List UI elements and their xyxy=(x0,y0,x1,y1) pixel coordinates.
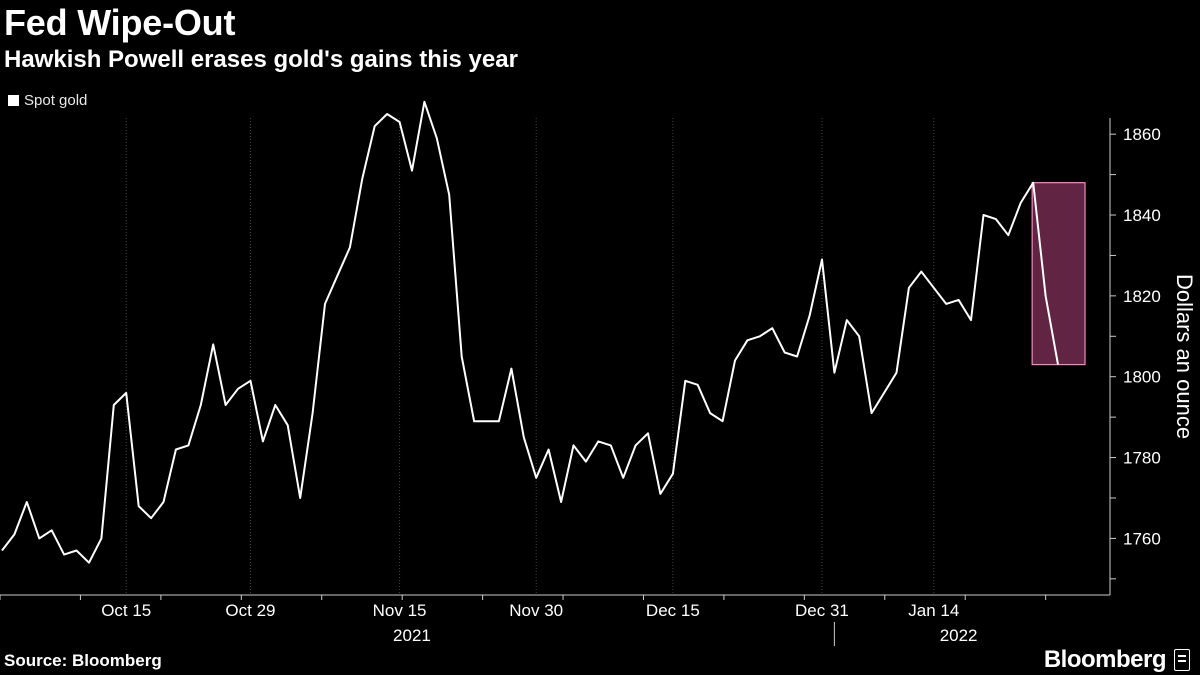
y-axis-title: Dollars an ounce xyxy=(1172,274,1197,439)
y-tick-label: 1760 xyxy=(1123,529,1161,548)
legend: Spot gold xyxy=(8,92,87,109)
brand-name: Bloomberg xyxy=(1043,646,1167,673)
x-tick-label: Dec 31 xyxy=(795,601,849,620)
x-tick-label: Oct 15 xyxy=(101,601,151,620)
chart-subtitle: Hawkish Powell erases gold's gains this … xyxy=(4,46,518,73)
legend-swatch xyxy=(8,95,19,106)
x-tick-label: Oct 29 xyxy=(225,601,275,620)
x-tick-label: Nov 15 xyxy=(373,601,427,620)
x-tick-label: Nov 30 xyxy=(509,601,563,620)
y-tick-label: 1820 xyxy=(1123,287,1161,306)
x-tick-label: Jan 14 xyxy=(908,601,959,620)
y-tick-label: 1840 xyxy=(1123,206,1161,225)
source-note: Source: Bloomberg xyxy=(4,651,162,670)
x-tick-label: Dec 15 xyxy=(646,601,700,620)
series-line-spot-gold xyxy=(1,100,1059,564)
bloomberg-terminal-icon xyxy=(1174,649,1190,671)
brand-logo: Bloomberg xyxy=(1044,646,1190,674)
y-tick-label: 1780 xyxy=(1123,449,1161,468)
year-label: 2022 xyxy=(940,626,978,645)
year-label: 2021 xyxy=(393,626,431,645)
y-tick-label: 1860 xyxy=(1123,125,1161,144)
highlight-box xyxy=(1031,182,1086,366)
legend-label: Spot gold xyxy=(24,92,88,109)
chart-title: Fed Wipe-Out xyxy=(4,2,236,43)
y-tick-label: 1800 xyxy=(1123,368,1161,387)
